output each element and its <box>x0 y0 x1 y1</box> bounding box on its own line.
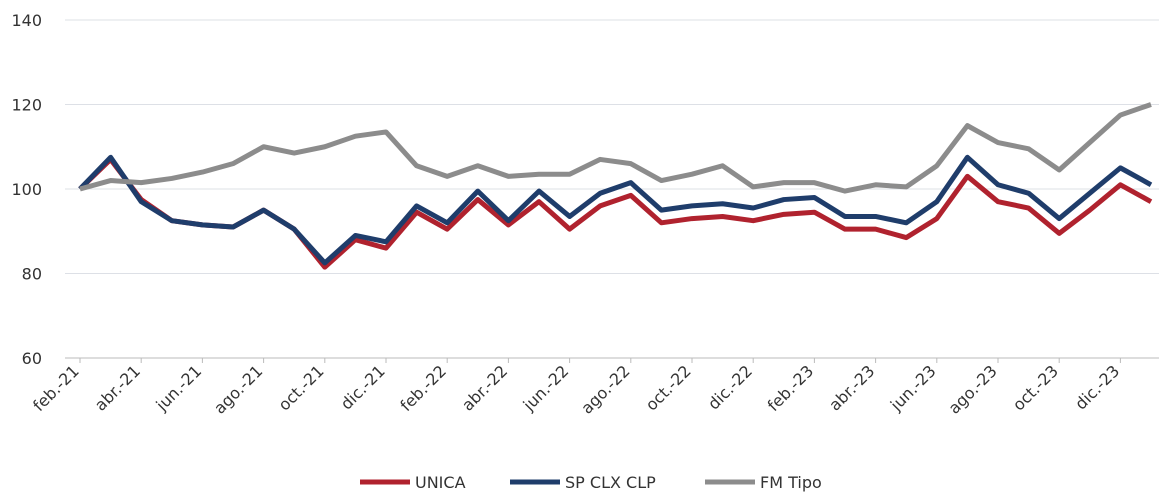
x-tick-label: abr.-21 <box>91 361 144 414</box>
y-tick-label: 140 <box>11 11 42 30</box>
x-tick-label: abr.-22 <box>458 361 511 414</box>
y-tick-label: 60 <box>22 349 42 368</box>
x-tick-label: oct.-21 <box>275 361 328 414</box>
y-tick-label: 100 <box>11 180 42 199</box>
legend-label: FM Tipo <box>760 473 822 492</box>
x-tick-label: dic.-21 <box>337 361 389 413</box>
x-tick-label: feb.-23 <box>764 361 818 415</box>
x-tick-label: ago.-22 <box>577 361 633 417</box>
x-tick-label: dic.-22 <box>704 361 756 413</box>
x-tick-label: ago.-21 <box>210 361 266 417</box>
legend-label: UNICA <box>415 473 466 492</box>
series-line <box>78 154 1153 266</box>
x-tick-label: abr.-23 <box>825 361 878 414</box>
legend-label: SP CLX CLP <box>565 473 656 492</box>
x-tick-label: dic.-23 <box>1071 361 1123 413</box>
x-tick-label: feb.-21 <box>29 361 83 415</box>
y-tick-label: 80 <box>22 265 42 284</box>
x-tick-label: oct.-22 <box>642 361 695 414</box>
x-tick-label: jun.-23 <box>886 361 940 415</box>
x-tick-label: ago.-23 <box>944 361 1000 417</box>
x-tick-label: feb.-22 <box>396 361 450 415</box>
x-tick-label: jun.-21 <box>152 361 206 415</box>
y-tick-label: 120 <box>11 96 42 115</box>
x-tick-label: jun.-22 <box>519 361 573 415</box>
series-line <box>79 102 1152 194</box>
x-tick-label: oct.-23 <box>1009 361 1062 414</box>
